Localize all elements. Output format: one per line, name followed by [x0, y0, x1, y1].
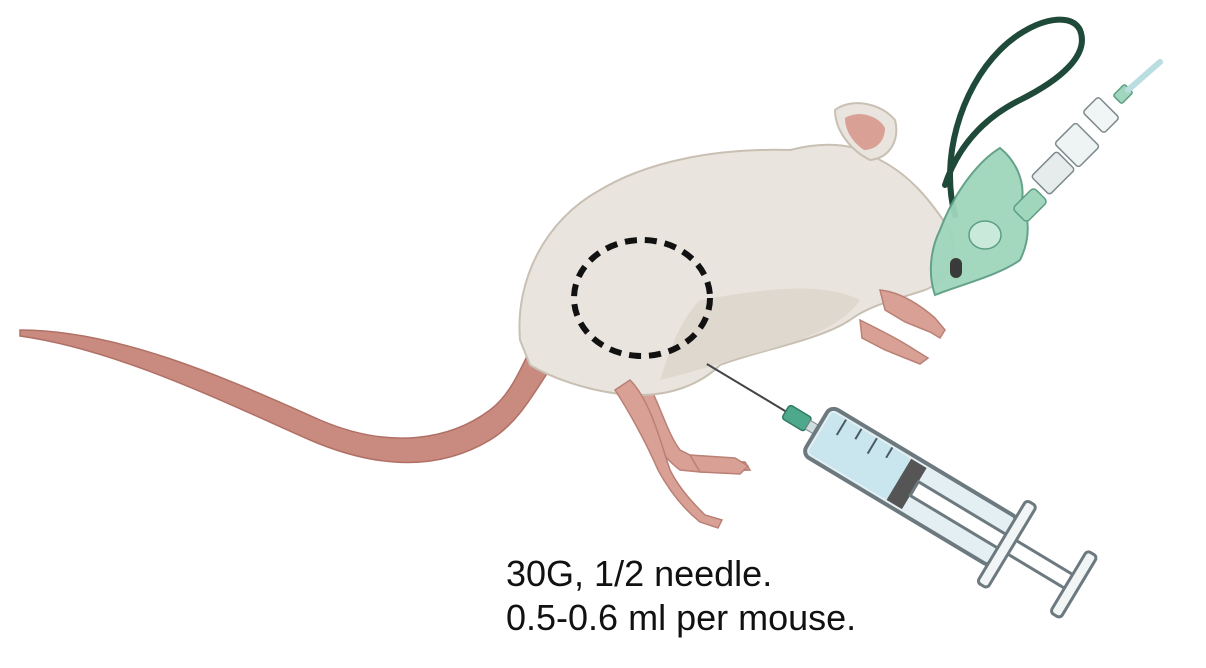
mouse-body-shade — [660, 288, 860, 380]
mouse-hind-leg-front — [613, 379, 724, 529]
mouse-front-paw-lower — [859, 318, 930, 365]
mask-connector — [1013, 84, 1133, 222]
caption-volume-spec: 0.5-0.6 ml per mouse. — [506, 597, 857, 638]
syringe-icon — [706, 363, 1098, 619]
mouse-front-paw-upper — [879, 289, 946, 340]
mask-strap — [942, 16, 1085, 218]
caption-needle-spec: 30G, 1/2 needle. — [506, 553, 773, 594]
mouse-ear-inner — [845, 114, 885, 150]
syringe-plunger-stopper — [886, 458, 927, 510]
syringe-thumb-press — [1050, 550, 1098, 619]
injection-caption: 30G, 1/2 needle. 0.5-0.6 ml per mouse. — [506, 552, 856, 640]
mouse-hind-foot — [688, 454, 750, 475]
syringe-flange — [976, 499, 1037, 589]
syringe-graduations — [835, 419, 894, 459]
mask-nose-tip — [950, 258, 962, 278]
mask-nose-window — [968, 220, 1002, 250]
syringe-liquid — [809, 412, 910, 499]
injection-site-marker — [571, 237, 713, 359]
syringe-needle — [706, 363, 787, 413]
oxygen-tube — [1125, 59, 1163, 93]
mouse-tail — [19, 329, 549, 464]
